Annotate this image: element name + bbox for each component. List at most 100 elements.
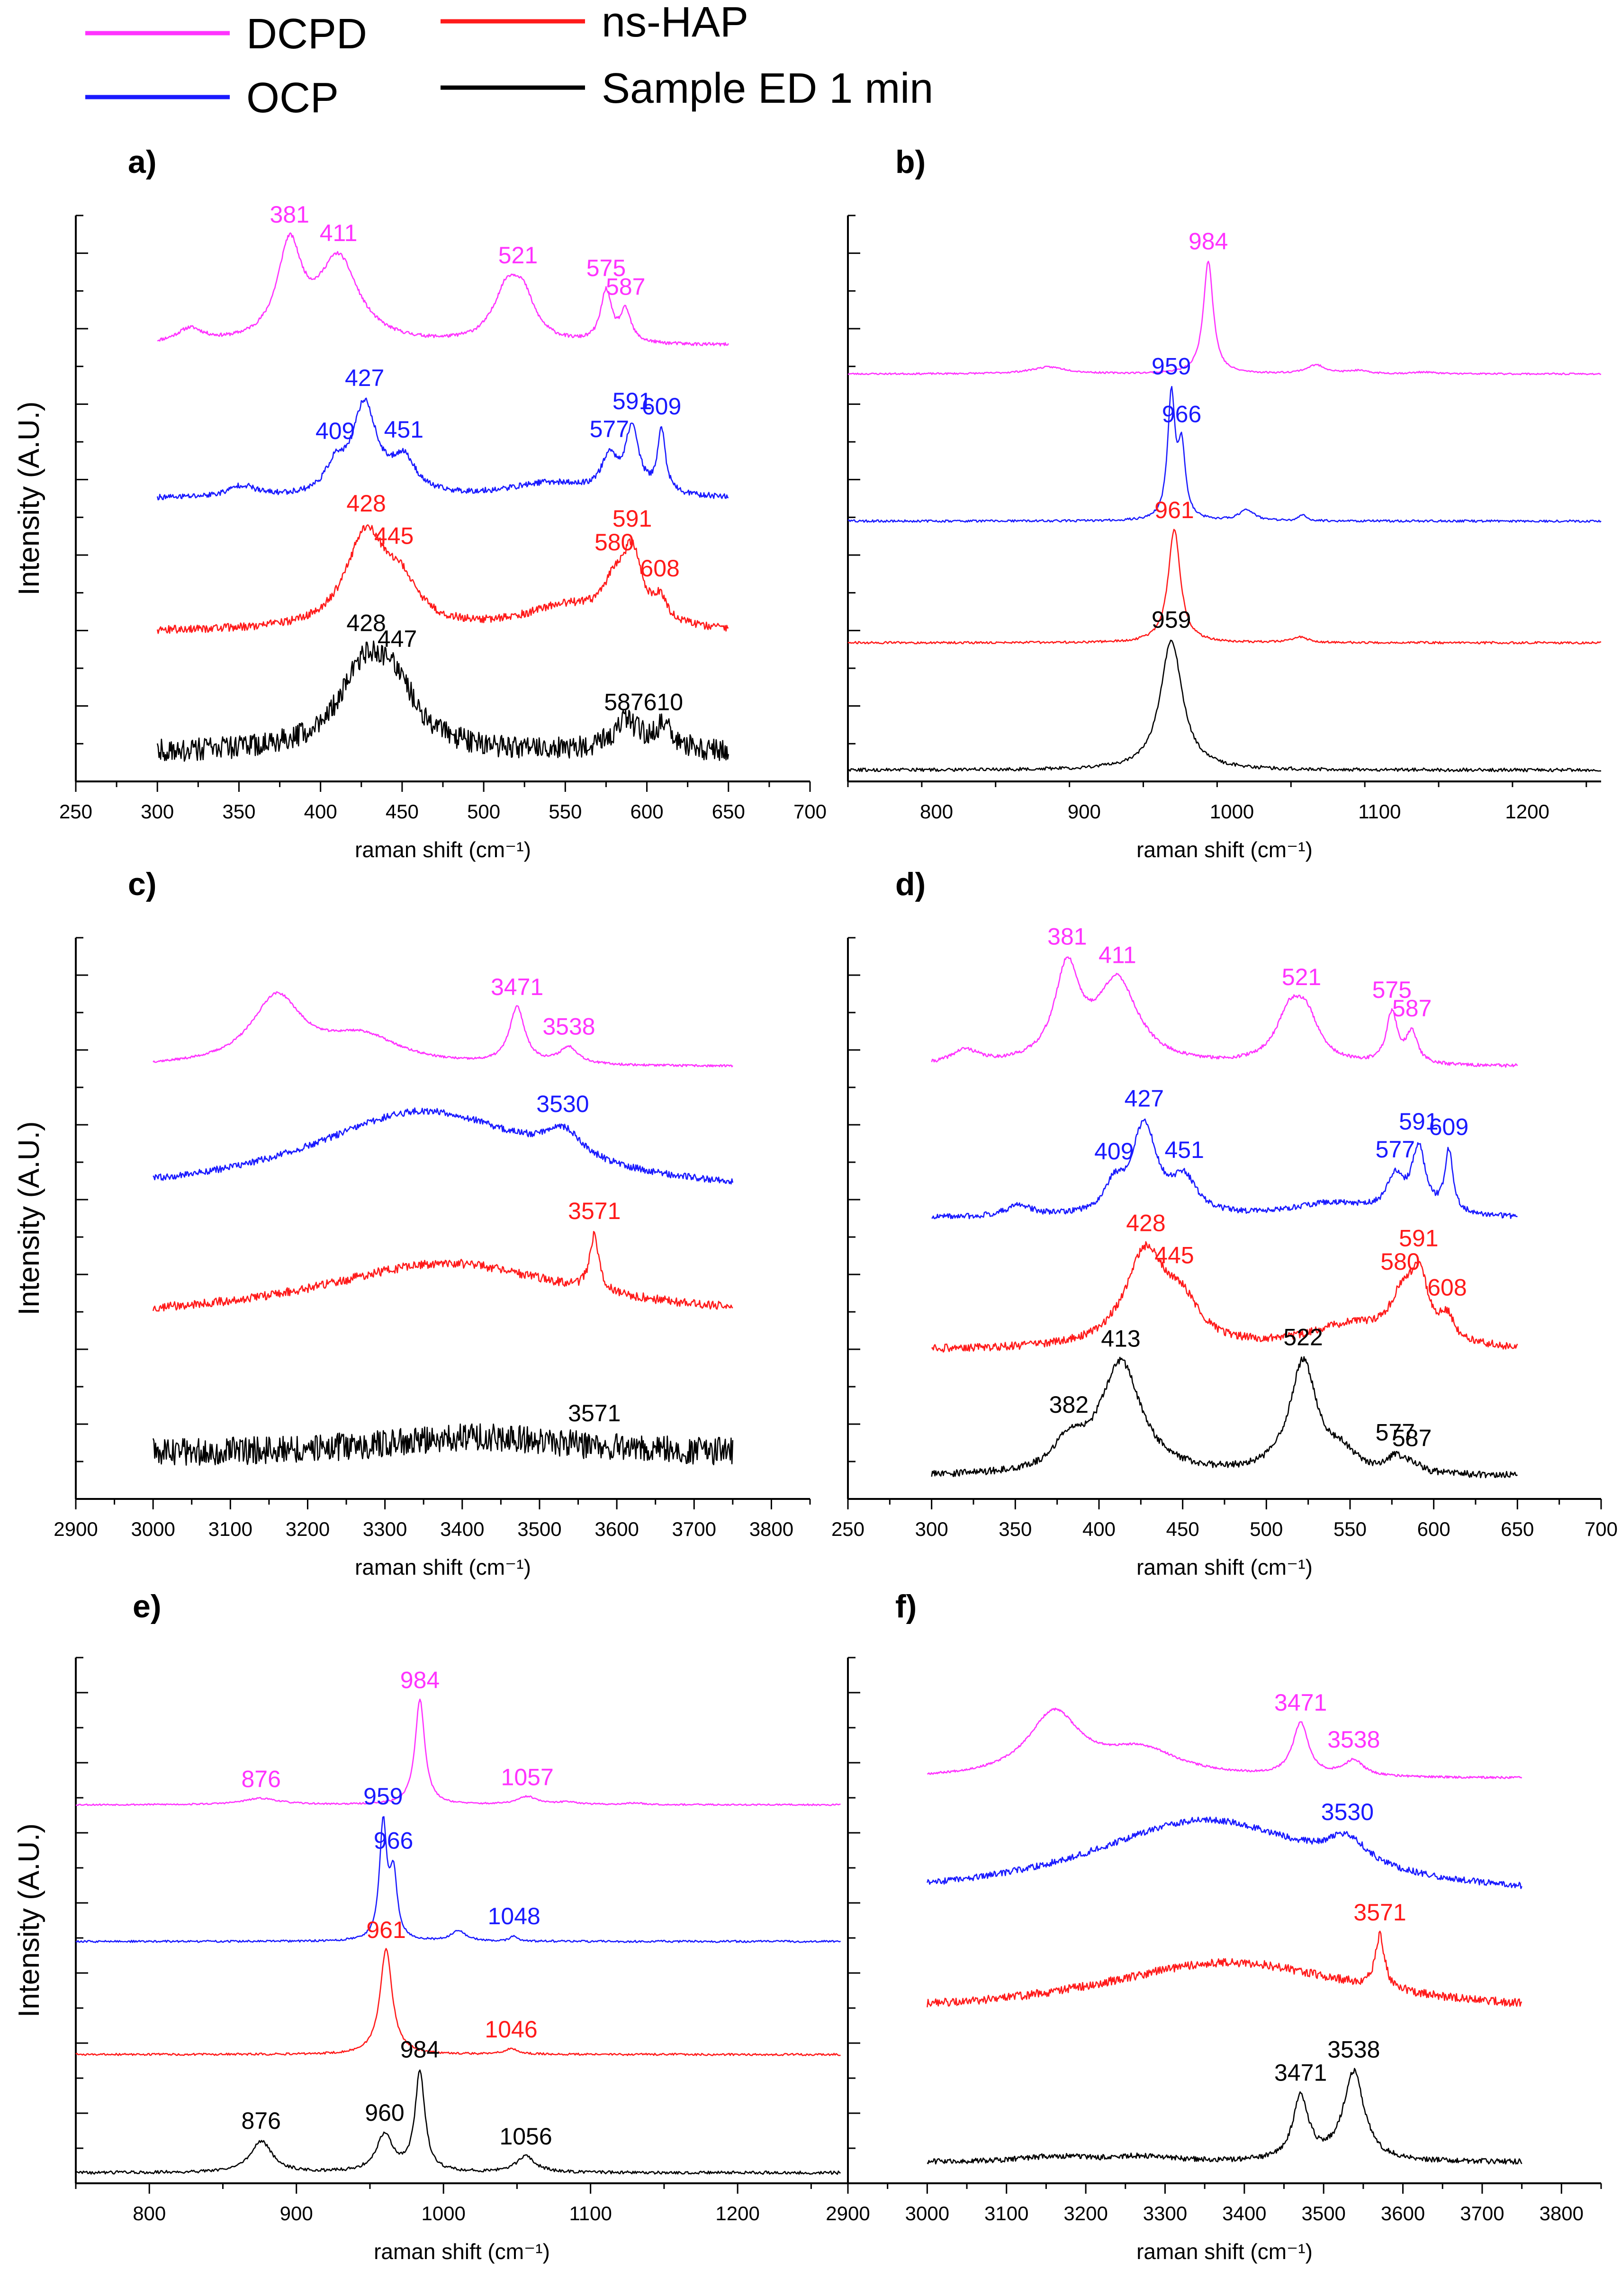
x-tick-label: 1200 [715, 2202, 759, 2224]
series-line [156, 397, 729, 501]
panel-label: d) [895, 866, 926, 902]
x-tick-label: 1200 [1505, 800, 1549, 823]
x-tick-label: 600 [630, 800, 664, 823]
peak-label: 3571 [568, 1198, 621, 1224]
peak-label: 609 [1429, 1114, 1468, 1140]
x-tick-label: 3400 [1222, 2202, 1266, 2224]
peak-label: 966 [374, 1828, 413, 1854]
x-tick-label: 3500 [517, 1518, 561, 1540]
peak-label: 876 [241, 2108, 280, 2134]
x-tick-label: 650 [712, 800, 745, 823]
x-tick-label: 1100 [1358, 800, 1401, 823]
x-tick-label: 450 [386, 800, 419, 823]
peak-label: 521 [1282, 964, 1321, 990]
series-line [927, 2068, 1522, 2165]
chart-panel: b) 800 900 1000 1100 1200 raman shift (cm⁻¹) 98… [847, 144, 1602, 862]
series-line [927, 1816, 1522, 1889]
y-axis-title: Intensity (A.U.) [13, 1121, 45, 1316]
peak-label: 1048 [488, 1903, 540, 1929]
series-line [931, 1356, 1518, 1479]
peak-label: 3538 [1327, 1726, 1380, 1753]
peak-label: 3530 [1321, 1799, 1374, 1825]
peak-label: 577 [1376, 1136, 1415, 1163]
panel-label: a) [128, 144, 156, 180]
peak-label: 1046 [485, 2016, 537, 2043]
peak-label: 411 [320, 220, 358, 246]
x-tick-label: 3000 [131, 1518, 175, 1540]
series-line [847, 260, 1602, 376]
legend: DCPD ns-HAP OCP Sample ED 1 min [85, 0, 933, 122]
peak-label: 580 [594, 529, 634, 556]
x-tick-label: 350 [999, 1518, 1032, 1540]
y-axis-title: Intensity (A.U.) [13, 402, 45, 596]
peak-label: 428 [346, 610, 386, 637]
x-tick-label: 3800 [749, 1518, 793, 1540]
panel-label: e) [133, 1588, 161, 1624]
x-tick-label: 450 [1166, 1518, 1199, 1540]
peak-label: 587610 [604, 689, 683, 715]
peak-label: 3538 [542, 1013, 595, 1040]
x-tick-label: 3400 [440, 1518, 484, 1540]
series-line [75, 1948, 841, 2056]
peak-label: 608 [640, 555, 679, 582]
series-line [157, 232, 729, 347]
peak-label: 427 [1125, 1085, 1164, 1112]
x-axis-title: raman shift (cm⁻¹) [374, 2239, 550, 2264]
peak-label: 984 [1189, 228, 1228, 254]
peak-label: 445 [1154, 1242, 1194, 1269]
peak-label: 591 [1399, 1108, 1438, 1135]
peak-label: 609 [642, 393, 681, 420]
peak-label: 984 [400, 2036, 440, 2063]
series-line [75, 1816, 841, 1943]
y-axis-title: Intensity (A.U.) [13, 1823, 45, 2018]
series-line [931, 1241, 1518, 1353]
x-tick-label: 3000 [905, 2202, 949, 2224]
peak-label: 959 [363, 1783, 403, 1810]
series-line [931, 956, 1518, 1068]
x-axis-title: raman shift (cm⁻¹) [355, 837, 531, 862]
x-tick-label: 2900 [54, 1518, 98, 1540]
x-tick-label: 900 [1068, 800, 1101, 823]
x-axis-title: raman shift (cm⁻¹) [1136, 1555, 1313, 1579]
series-line [847, 639, 1602, 772]
peak-label: 381 [1047, 924, 1087, 950]
x-tick-label: 3700 [1460, 2202, 1504, 2224]
panel-label: c) [128, 866, 156, 902]
peak-label: 959 [1152, 353, 1191, 379]
peak-label: 587 [1392, 995, 1432, 1022]
x-tick-label: 1100 [569, 2202, 612, 2224]
x-tick-label: 350 [222, 800, 255, 823]
series-line [847, 386, 1602, 523]
peak-label: 3571 [568, 1400, 621, 1426]
peak-label: 1056 [499, 2123, 552, 2150]
x-tick-label: 700 [1585, 1518, 1618, 1540]
chart-panel: d) 250 300 350 400 450 500 550 600 650 700 raman sh… [831, 866, 1618, 1579]
series-line [847, 529, 1602, 645]
peak-label: 451 [1164, 1137, 1204, 1163]
x-tick-label: 2900 [826, 2202, 870, 2224]
x-tick-label: 3700 [672, 1518, 716, 1540]
x-tick-label: 3300 [1143, 2202, 1187, 2224]
peak-label: 960 [365, 2099, 404, 2126]
x-axis-title: raman shift (cm⁻¹) [1136, 837, 1313, 862]
peak-label: 428 [346, 490, 386, 517]
series-line [156, 524, 729, 634]
peak-label: 3471 [1274, 2060, 1327, 2086]
peak-label: 575 [1372, 977, 1412, 1003]
series-line [156, 640, 729, 762]
series-line [75, 1698, 841, 1806]
x-tick-label: 500 [467, 800, 500, 823]
x-tick-label: 600 [1417, 1518, 1450, 1540]
peak-label: 521 [498, 242, 538, 269]
chart-panel: c) 2900 3000 3100 3200 3300 3400 3500 3600 3700 38… [13, 866, 811, 1579]
chart-panel: e) 800 900 1000 1100 1200 raman shift (cm⁻¹) In… [13, 1588, 848, 2264]
peak-label: 577 [1376, 1419, 1415, 1445]
x-tick-label: 3800 [1540, 2202, 1584, 2224]
peak-label: 591 [1399, 1225, 1438, 1251]
x-tick-label: 3100 [208, 1518, 252, 1540]
peak-label: 1057 [501, 1764, 554, 1790]
peak-label: 608 [1427, 1274, 1467, 1300]
peak-label: 591 [612, 388, 652, 414]
peak-label: 961 [1154, 497, 1194, 523]
peak-label: 3471 [1274, 1689, 1327, 1716]
